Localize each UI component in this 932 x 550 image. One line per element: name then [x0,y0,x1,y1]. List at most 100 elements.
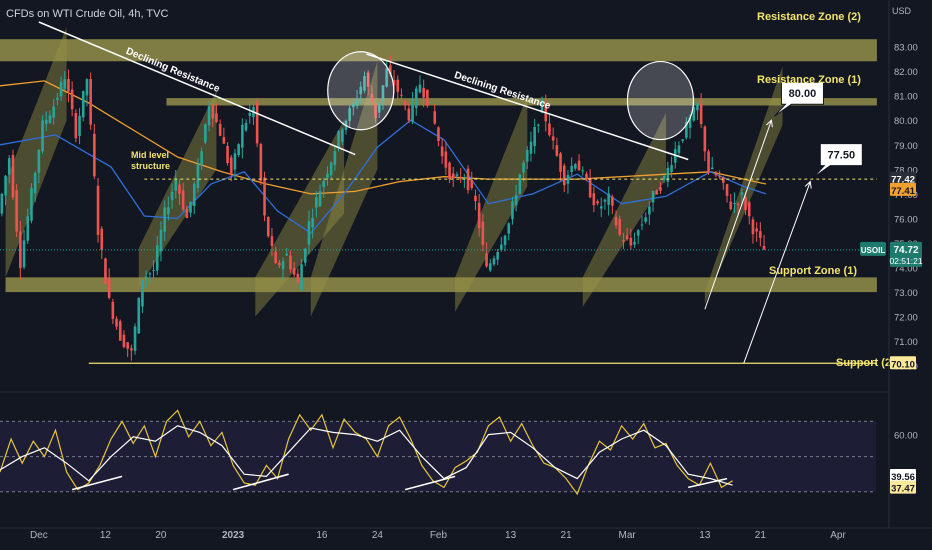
candle-body [148,273,152,275]
candle-body [651,191,655,203]
channels-layer [5,26,783,317]
candle-body [285,253,289,256]
candle-body [170,191,174,201]
channel-2 [255,120,345,317]
candle-body [585,173,588,180]
target-callout-1 [812,143,863,178]
candle-body [566,174,570,184]
candle-body [215,113,218,123]
candle-body [736,203,740,205]
candle-body [340,129,344,142]
price-tick-label: 73.00 [894,288,918,299]
oscillator-support-line-0 [71,475,123,491]
time-tick-label: 2023 [222,530,245,541]
candle-body [111,301,115,319]
candle-body [152,269,155,271]
candle-body [19,231,22,269]
oscillator-support-line-2 [404,475,456,491]
candle-body [707,151,710,172]
candle-body [196,164,200,189]
candle-body [96,185,100,235]
candle-body [78,115,81,136]
ema-fast-line [0,119,767,234]
candle-body [311,217,314,228]
candle-body [63,79,67,89]
candle-body [685,121,688,138]
price-tick-label: 82.00 [894,67,918,78]
candle-body [648,206,651,215]
candle-body [655,190,659,195]
candle-body [296,273,300,283]
support-2-label: Support (2) [836,357,895,369]
candle-body [426,89,429,106]
candle-body [688,117,692,128]
candle-body [181,190,185,210]
price-badge-1: 77.41 [891,186,915,197]
candle-body [518,174,522,194]
candle-body [522,162,525,173]
candle-body [548,123,551,136]
candle-body [725,184,729,196]
price-badge-0: 77.42 [891,175,915,186]
candle-body [670,165,673,173]
candle-body [11,155,15,198]
candle-body [662,175,666,180]
candle-body [44,119,48,124]
target-label-0: 80.00 [789,88,817,100]
candle-body [133,326,137,351]
candle-body [474,195,477,202]
candle-body [389,65,392,74]
candle-body [422,87,425,98]
candle-body [222,137,226,144]
oscillator-support-line-1 [232,473,289,491]
candle-body [429,101,433,103]
time-tick-label: 12 [100,530,112,541]
candle-body [618,218,622,235]
candle-body [93,133,96,177]
candle-body [207,106,211,126]
candle-body [740,192,744,196]
series-layer [0,55,767,361]
oscillator-pane [0,420,876,493]
candle-body [470,180,474,188]
candle-body [204,124,207,143]
candle-body [633,241,636,245]
candle-body [414,88,418,108]
oscillator-fast-line [0,409,733,496]
candle-body [381,85,385,102]
candle-body [4,175,7,196]
candle-body [722,177,725,183]
candle-body [699,103,703,125]
candle-body [159,229,163,252]
candle-body [677,145,681,153]
candle-body [107,277,111,298]
time-tick-label: Apr [830,530,846,541]
candle-body [278,262,281,266]
candle-body [477,202,481,229]
candle-body [562,165,566,186]
candle-body [729,201,733,210]
candle-body [333,151,337,165]
candle-body [52,106,55,118]
candle-body [392,80,396,86]
candle-body [22,240,26,268]
candle-body [574,164,577,169]
candle-body [248,113,252,116]
candle-body [703,126,707,152]
price-tick-label: 72.00 [894,313,918,324]
candle-body [263,177,266,216]
candle-body [577,160,581,171]
candle-body [607,193,610,205]
candle-body [488,263,492,271]
candle-body [326,173,329,178]
zone-label-2: Support Zone (1) [769,265,857,277]
candle-body [396,79,400,92]
candle-body [292,268,296,275]
candle-body [67,78,70,92]
candle-body [599,206,603,209]
candle-body [603,199,607,202]
candle-body [104,258,107,284]
candle-body [41,120,44,152]
candle-body [374,103,377,118]
